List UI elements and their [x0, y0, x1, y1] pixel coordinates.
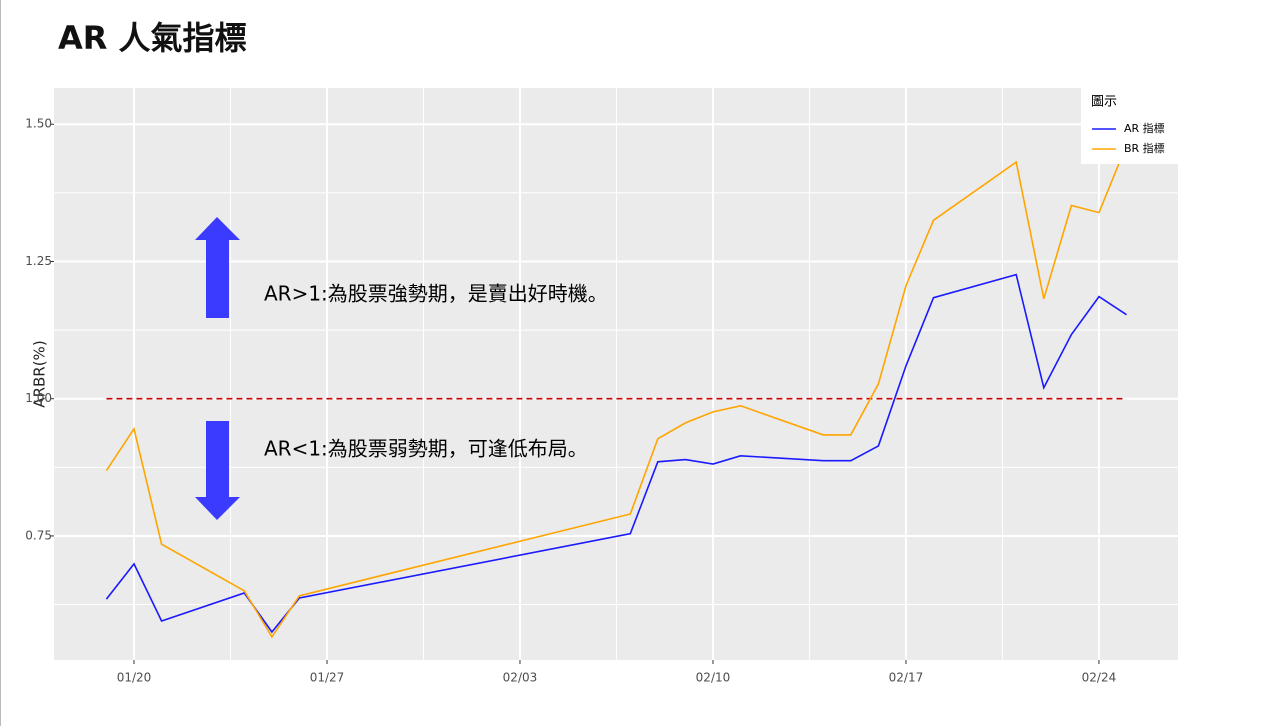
y-tick-label: 1.25: [25, 254, 52, 268]
annotation: AR<1:為股票弱勢期，可逢低布局。: [264, 437, 588, 461]
legend-box: [1081, 88, 1178, 164]
y-tick-label: 0.75: [25, 528, 52, 542]
x-tick-label: 01/27: [310, 671, 345, 685]
legend-label: BR 指標: [1124, 141, 1165, 155]
x-tick-label: 02/03: [503, 671, 538, 685]
x-tick-label: 02/24: [1082, 671, 1117, 685]
y-tick-label: 1.00: [25, 391, 52, 405]
slide-title: AR 人氣指標: [58, 19, 247, 57]
x-tick-label: 02/17: [889, 671, 924, 685]
y-tick-label: 1.50: [25, 117, 52, 131]
series-line: [105, 144, 1128, 639]
annotation: AR>1:為股票強勢期，是賣出好時機。: [264, 282, 608, 306]
down-arrow: [195, 421, 240, 520]
up-arrow: [195, 217, 240, 318]
plot: [105, 144, 1128, 639]
y-axis-label: ARBR(%): [31, 340, 49, 407]
legend: 圖示: [1081, 88, 1178, 164]
legend-title: 圖示: [1091, 95, 1117, 110]
x-tick-label: 01/20: [117, 671, 152, 685]
legend-label: AR 指標: [1124, 121, 1165, 135]
x-tick-label: 02/10: [696, 671, 731, 685]
